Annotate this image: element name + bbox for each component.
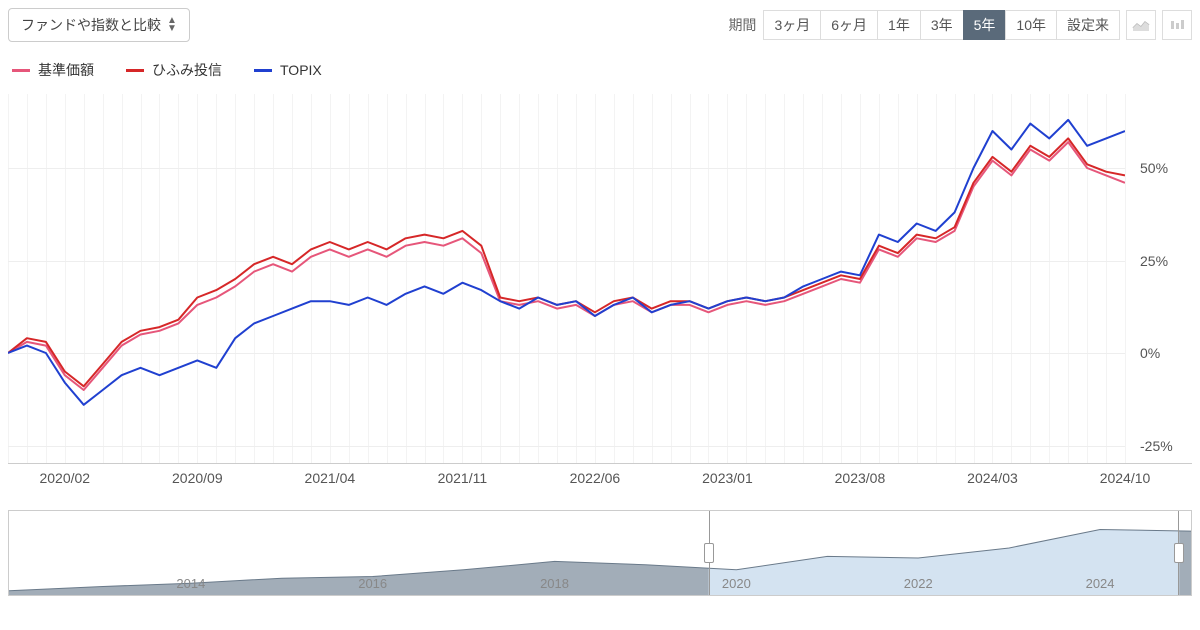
series-line bbox=[8, 120, 1125, 405]
series-line bbox=[8, 138, 1125, 386]
y-axis-label: -25% bbox=[1132, 438, 1192, 454]
period-button-3ヶ月[interactable]: 3ヶ月 bbox=[763, 10, 821, 40]
period-label: 期間 bbox=[728, 15, 756, 35]
navigator-chart[interactable]: 2014 2016 2018 2020 2022 2024 bbox=[8, 510, 1192, 596]
y-axis-label: 0% bbox=[1132, 345, 1192, 361]
period-button-設定来[interactable]: 設定来 bbox=[1056, 10, 1120, 40]
period-selector: 期間 3ヶ月6ヶ月1年3年5年10年設定来 bbox=[728, 10, 1192, 40]
main-chart-x-axis: 2020/02 2020/09 2021/04 2021/11 2022/06 2023/… bbox=[8, 470, 1192, 494]
main-line-chart[interactable]: -25% 0% 25% 50% bbox=[8, 94, 1192, 464]
area-chart-icon bbox=[1132, 18, 1150, 32]
candlestick-icon bbox=[1168, 18, 1186, 32]
series-line bbox=[8, 142, 1125, 390]
y-axis-label: 50% bbox=[1132, 160, 1192, 176]
legend-item[interactable]: 基準価額 bbox=[12, 60, 94, 80]
navigator-x-label: 2016 bbox=[358, 576, 387, 591]
navigator-handle-left[interactable] bbox=[704, 543, 714, 563]
x-axis-label: 2024/03 bbox=[967, 470, 1018, 486]
x-axis-label: 2024/10 bbox=[1100, 470, 1151, 486]
area-chart-type-button[interactable] bbox=[1126, 10, 1156, 40]
navigator-x-label: 2020 bbox=[722, 576, 751, 591]
legend-item[interactable]: TOPIX bbox=[254, 60, 322, 80]
candlestick-type-button[interactable] bbox=[1162, 10, 1192, 40]
compare-dropdown[interactable]: ファンドや指数と比較 ▲▼ bbox=[8, 8, 190, 42]
legend-label: TOPIX bbox=[280, 62, 322, 78]
x-axis-label: 2020/09 bbox=[172, 470, 223, 486]
navigator-x-label: 2018 bbox=[540, 576, 569, 591]
x-axis-label: 2023/01 bbox=[702, 470, 753, 486]
period-button-1年[interactable]: 1年 bbox=[877, 10, 921, 40]
legend-swatch bbox=[12, 69, 30, 72]
x-axis-label: 2020/02 bbox=[39, 470, 90, 486]
legend-label: ひふみ投信 bbox=[152, 60, 222, 80]
navigator-handle-right[interactable] bbox=[1174, 543, 1184, 563]
chart-legend: 基準価額 ひふみ投信 TOPIX bbox=[8, 56, 1192, 94]
navigator-x-label: 2022 bbox=[904, 576, 933, 591]
period-button-6ヶ月[interactable]: 6ヶ月 bbox=[820, 10, 878, 40]
period-button-10年[interactable]: 10年 bbox=[1005, 10, 1057, 40]
x-axis-label: 2022/06 bbox=[570, 470, 621, 486]
navigator-x-label: 2014 bbox=[176, 576, 205, 591]
x-axis-label: 2023/08 bbox=[835, 470, 886, 486]
legend-swatch bbox=[126, 69, 144, 72]
compare-dropdown-label: ファンドや指数と比較 bbox=[21, 15, 161, 35]
period-button-5年[interactable]: 5年 bbox=[963, 10, 1007, 40]
x-axis-label: 2021/04 bbox=[305, 470, 356, 486]
legend-swatch bbox=[254, 69, 272, 72]
y-axis-label: 25% bbox=[1132, 253, 1192, 269]
navigator-x-label: 2024 bbox=[1086, 576, 1115, 591]
legend-label: 基準価額 bbox=[38, 60, 94, 80]
period-button-3年[interactable]: 3年 bbox=[920, 10, 964, 40]
x-axis-label: 2021/11 bbox=[438, 470, 488, 486]
dropdown-arrows-icon: ▲▼ bbox=[167, 17, 177, 33]
legend-item[interactable]: ひふみ投信 bbox=[126, 60, 222, 80]
